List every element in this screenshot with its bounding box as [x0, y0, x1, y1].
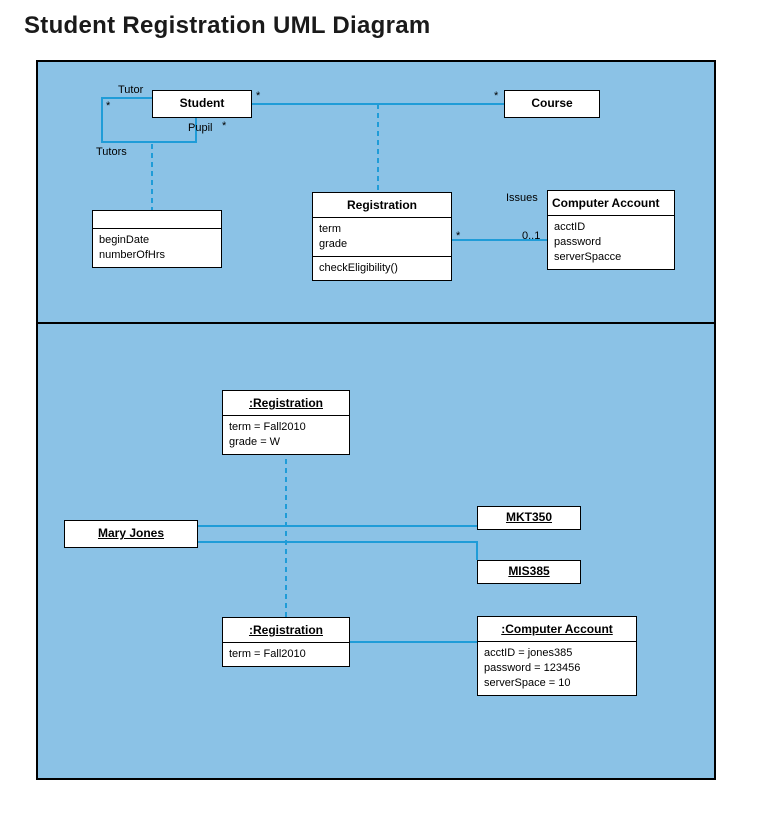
label-pupil: Pupil	[188, 122, 212, 134]
class-title: Course	[505, 91, 599, 115]
label-star: *	[222, 120, 226, 132]
class-attrs: acctID password serverSpacce	[548, 216, 674, 269]
class-computer-account: Computer Account acctID password serverS…	[547, 190, 675, 270]
label-tutors: Tutors	[96, 146, 127, 158]
page: Student Registration UML Diagram Student…	[0, 0, 760, 820]
object-title: MIS385	[478, 561, 580, 581]
class-title: Computer Account	[548, 191, 674, 216]
attr: serverSpace = 10	[484, 676, 630, 691]
object-mis385: MIS385	[477, 560, 581, 584]
label-tutor: Tutor	[118, 84, 143, 96]
attr: numberOfHrs	[99, 248, 215, 263]
attr: acctID = jones385	[484, 646, 630, 661]
class-attrs: term grade	[313, 218, 451, 257]
class-title: Student	[153, 91, 251, 115]
object-mary: Mary Jones	[64, 520, 198, 548]
class-title-empty	[93, 211, 221, 229]
attr: password = 123456	[484, 661, 630, 676]
object-title: :Computer Account	[478, 617, 636, 642]
frame-divider	[38, 322, 714, 324]
object-computer-account: :Computer Account acctID = jones385 pass…	[477, 616, 637, 696]
attr: beginDate	[99, 233, 215, 248]
object-title: :Registration	[223, 391, 349, 416]
label-issues: Issues	[506, 192, 538, 204]
diagram-frame: Student Course beginDate numberOfHrs Reg…	[36, 60, 716, 780]
object-mkt350: MKT350	[477, 506, 581, 530]
object-title: MKT350	[478, 507, 580, 527]
object-reg2: :Registration term = Fall2010	[222, 617, 350, 667]
label-star: *	[106, 100, 110, 112]
attr: term = Fall2010	[229, 420, 343, 435]
object-attrs: acctID = jones385 password = 123456 serv…	[478, 642, 636, 695]
attr: acctID	[554, 220, 668, 235]
object-attrs: term = Fall2010 grade = W	[223, 416, 349, 454]
class-assoc-tutors: beginDate numberOfHrs	[92, 210, 222, 268]
label-zero-one: 0..1	[522, 230, 540, 242]
attr: grade	[319, 237, 445, 252]
attr: password	[554, 235, 668, 250]
object-attrs: term = Fall2010	[223, 643, 349, 666]
class-ops: checkEligibility()	[313, 257, 451, 280]
object-reg1: :Registration term = Fall2010 grade = W	[222, 390, 350, 455]
attr: serverSpacce	[554, 250, 668, 265]
label-star: *	[456, 230, 460, 242]
class-registration: Registration term grade checkEligibility…	[312, 192, 452, 281]
label-star: *	[494, 90, 498, 102]
class-title: Registration	[313, 193, 451, 218]
object-title: :Registration	[223, 618, 349, 643]
attr: term = Fall2010	[229, 647, 343, 662]
class-course: Course	[504, 90, 600, 118]
attr: grade = W	[229, 435, 343, 450]
class-attrs: beginDate numberOfHrs	[93, 229, 221, 267]
page-title: Student Registration UML Diagram	[24, 12, 431, 40]
attr: term	[319, 222, 445, 237]
object-title: Mary Jones	[65, 521, 197, 545]
label-star: *	[256, 90, 260, 102]
op: checkEligibility()	[319, 261, 445, 276]
class-student: Student	[152, 90, 252, 118]
